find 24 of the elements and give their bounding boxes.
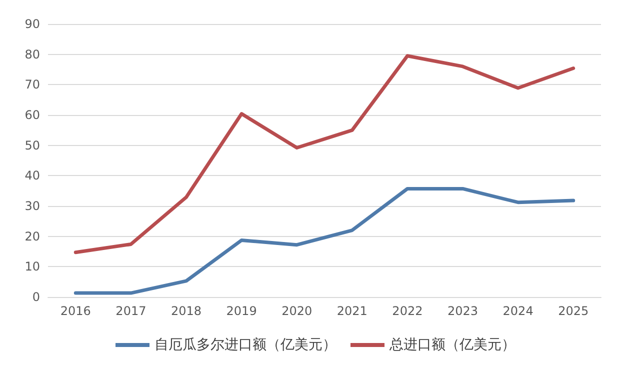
y-tick-label: 60 [24,108,40,122]
x-tick-label: 2020 [282,304,312,318]
x-tick-label: 2023 [447,304,478,318]
y-tick-label: 70 [24,78,40,92]
y-tick-label: 50 [24,138,40,152]
y-tick-label: 20 [24,229,40,244]
x-tick-label: 2016 [60,304,91,318]
y-tick-label: 0 [32,290,40,304]
y-tick-label: 80 [24,47,40,62]
x-tick-label: 2019 [226,304,257,318]
x-tick-label: 2024 [502,304,534,318]
legend-label: 总进口额（亿美元） [388,337,516,353]
legend-label: 自厄瓜多尔进口额（亿美元） [154,337,336,353]
x-tick-label: 2018 [170,304,202,318]
line-series [74,54,576,254]
line-series [74,186,576,295]
y-tick-label: 30 [24,199,40,213]
x-tick-label: 2017 [116,304,146,318]
x-tick-label: 2021 [336,304,368,318]
y-tick-label: 90 [24,17,40,31]
x-tick-label: 2025 [558,304,589,318]
x-tick-label: 2022 [392,304,423,318]
y-tick-label: 10 [24,260,40,274]
y-tick-label: 40 [24,168,40,183]
